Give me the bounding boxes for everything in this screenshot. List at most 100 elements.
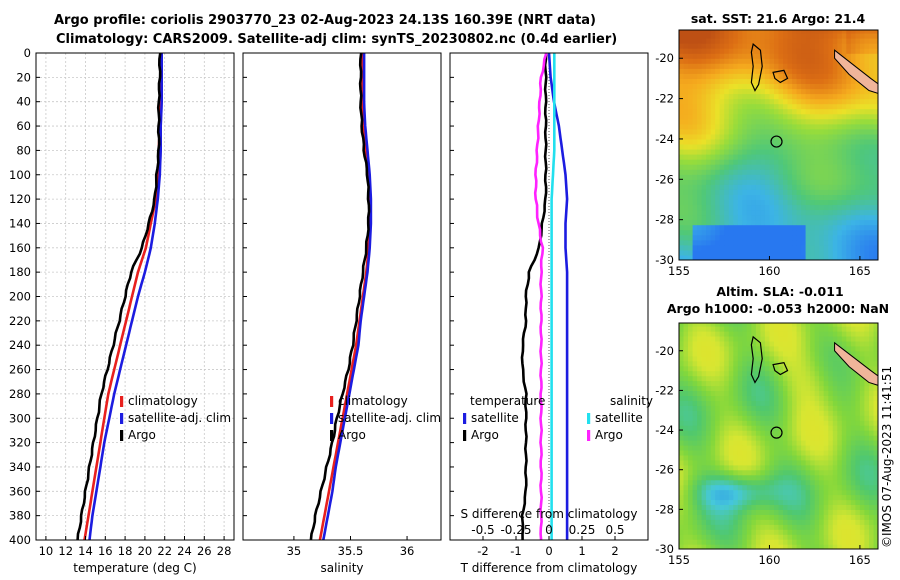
x-tick-label: 26 [197, 544, 212, 558]
x-tick-label: 155 [668, 553, 690, 567]
map-frame [678, 322, 879, 550]
x-tick-label: 22 [157, 544, 172, 558]
x-axis-label: temperature (deg C) [73, 561, 196, 575]
title-line-1: Argo profile: coriolis 2903770_23 02-Aug… [54, 13, 597, 28]
legend-climatology-label: climatology [338, 394, 408, 408]
x-tick-label: 24 [177, 544, 192, 558]
y-tick-label: 20 [16, 70, 31, 84]
y-tick-label: 160 [9, 241, 31, 255]
legend-s-argo-swatch [587, 430, 591, 441]
x-tick-label: 165 [849, 264, 871, 278]
x-tick-label: 20 [138, 544, 153, 558]
series-argo [309, 52, 371, 541]
legend-t-argo-label: Argo [471, 428, 499, 442]
reef-contour [772, 361, 789, 376]
x-tick-label: 155 [668, 264, 690, 278]
x-axis-label: salinity [320, 561, 363, 575]
imos-watermark: ©IMOS 07-Aug-2023 11:41:51 [880, 365, 894, 548]
y-tick-label: 0 [24, 46, 31, 60]
panel-map-sla: 155 160 165 -20 -22 -24 -26 -28 -30 Altim. SLA: -… [655, 284, 889, 567]
x-tick-label-top: -0.25 [500, 523, 531, 537]
y-tick-label: 300 [9, 411, 31, 425]
y-tick-label: -28 [655, 502, 674, 516]
x-tick-label: 35 [287, 544, 302, 558]
y-tick-label: -20 [655, 344, 674, 358]
x-tick-label-top: 0 [545, 523, 553, 537]
y-tick-label: 100 [9, 168, 31, 182]
legend-s-argo-label: Argo [595, 428, 623, 442]
legend-satellite-swatch [120, 413, 124, 424]
x-tick-label: 2 [611, 544, 618, 558]
x-axis-label-top: S difference from climatology [461, 507, 638, 521]
series-temperature-argo [520, 52, 548, 541]
x-tick-label: 18 [118, 544, 133, 558]
y-tick-label: -22 [655, 383, 674, 397]
panel-map-sst: 155 160 165 -20 -22 -24 -26 -28 -30 sat. SST: 21.… [655, 11, 879, 278]
x-tick-label: 35.5 [338, 544, 364, 558]
map-frame [678, 29, 879, 261]
series-salinity-satellite [550, 53, 556, 540]
panel-temperature: 10 12 14 16 18 20 22 24 26 2802040608010012014016… [9, 46, 235, 575]
y-tick-label: 400 [9, 533, 31, 547]
y-tick-label: 140 [9, 216, 31, 230]
y-tick-label: 320 [9, 436, 31, 450]
y-tick-label: -30 [655, 542, 674, 556]
legend-satellite-label: satellite-adj. clim [128, 411, 231, 425]
x-tick-label-top: -0.5 [471, 523, 494, 537]
y-tick-label: 220 [9, 314, 31, 328]
land-new-caledonia [834, 341, 878, 386]
series-satellite-adj-clim [88, 53, 163, 541]
legend-argo-label: Argo [338, 428, 366, 442]
y-tick-label: 340 [9, 460, 31, 474]
legend-satellite-swatch [330, 413, 334, 424]
x-tick-label-top: 0.25 [569, 523, 596, 537]
y-tick-label: -24 [655, 423, 674, 437]
x-tick-label: 28 [217, 544, 232, 558]
legend-s-satellite-swatch [587, 413, 591, 424]
axes-frame [242, 52, 442, 541]
y-tick-label: 60 [16, 119, 31, 133]
x-tick-label: -2 [477, 544, 488, 558]
y-tick-label: -28 [655, 213, 674, 227]
legend-climatology-label: climatology [128, 394, 198, 408]
y-tick-label: -26 [655, 172, 674, 186]
reef-contour [772, 69, 789, 84]
x-tick-label: 16 [98, 544, 113, 558]
legend-satellite-label: satellite-adj. clim [338, 411, 441, 425]
legend-argo-label: Argo [128, 428, 156, 442]
y-tick-label: -26 [655, 463, 674, 477]
series-salinity-argo [533, 52, 548, 541]
x-tick-label: 1 [578, 544, 585, 558]
x-tick-label: 160 [758, 264, 780, 278]
title-line-2: Climatology: CARS2009. Satellite-adj cli… [56, 32, 618, 47]
reef-contour [750, 43, 763, 92]
map-title: Altim. SLA: -0.011 [716, 284, 843, 299]
land-new-caledonia [834, 49, 878, 94]
y-tick-label: 260 [9, 363, 31, 377]
argo-float-marker [770, 426, 783, 439]
x-tick-label: -1 [510, 544, 521, 558]
y-tick-label: 240 [9, 338, 31, 352]
reef-contour [750, 335, 763, 384]
legend-climatology-swatch [120, 396, 124, 407]
map-field [679, 323, 878, 549]
legend-title-salinity: salinity [610, 394, 653, 408]
x-tick-label: 36 [400, 544, 415, 558]
legend-climatology-swatch [330, 396, 334, 407]
y-tick-label: 180 [9, 265, 31, 279]
x-tick-label: 10 [39, 544, 54, 558]
y-tick-label: 200 [9, 290, 31, 304]
legend-argo-swatch [330, 430, 334, 441]
x-tick-label: 12 [58, 544, 73, 558]
panel-salinity: 35 35.5 36 salinity climatology satellite-adj… [242, 52, 442, 575]
legend-s-satellite-label: satellite [595, 411, 643, 425]
legend-title-temperature: temperature [470, 394, 545, 408]
map-field [679, 30, 878, 260]
series-argo [76, 52, 162, 541]
legend-t-argo-swatch [463, 430, 467, 441]
legend-t-satellite-label: satellite [471, 411, 519, 425]
y-tick-label: 40 [16, 95, 31, 109]
x-tick-label: 160 [758, 553, 780, 567]
map-subtitle: Argo h1000: -0.053 h2000: NaN [667, 301, 889, 316]
